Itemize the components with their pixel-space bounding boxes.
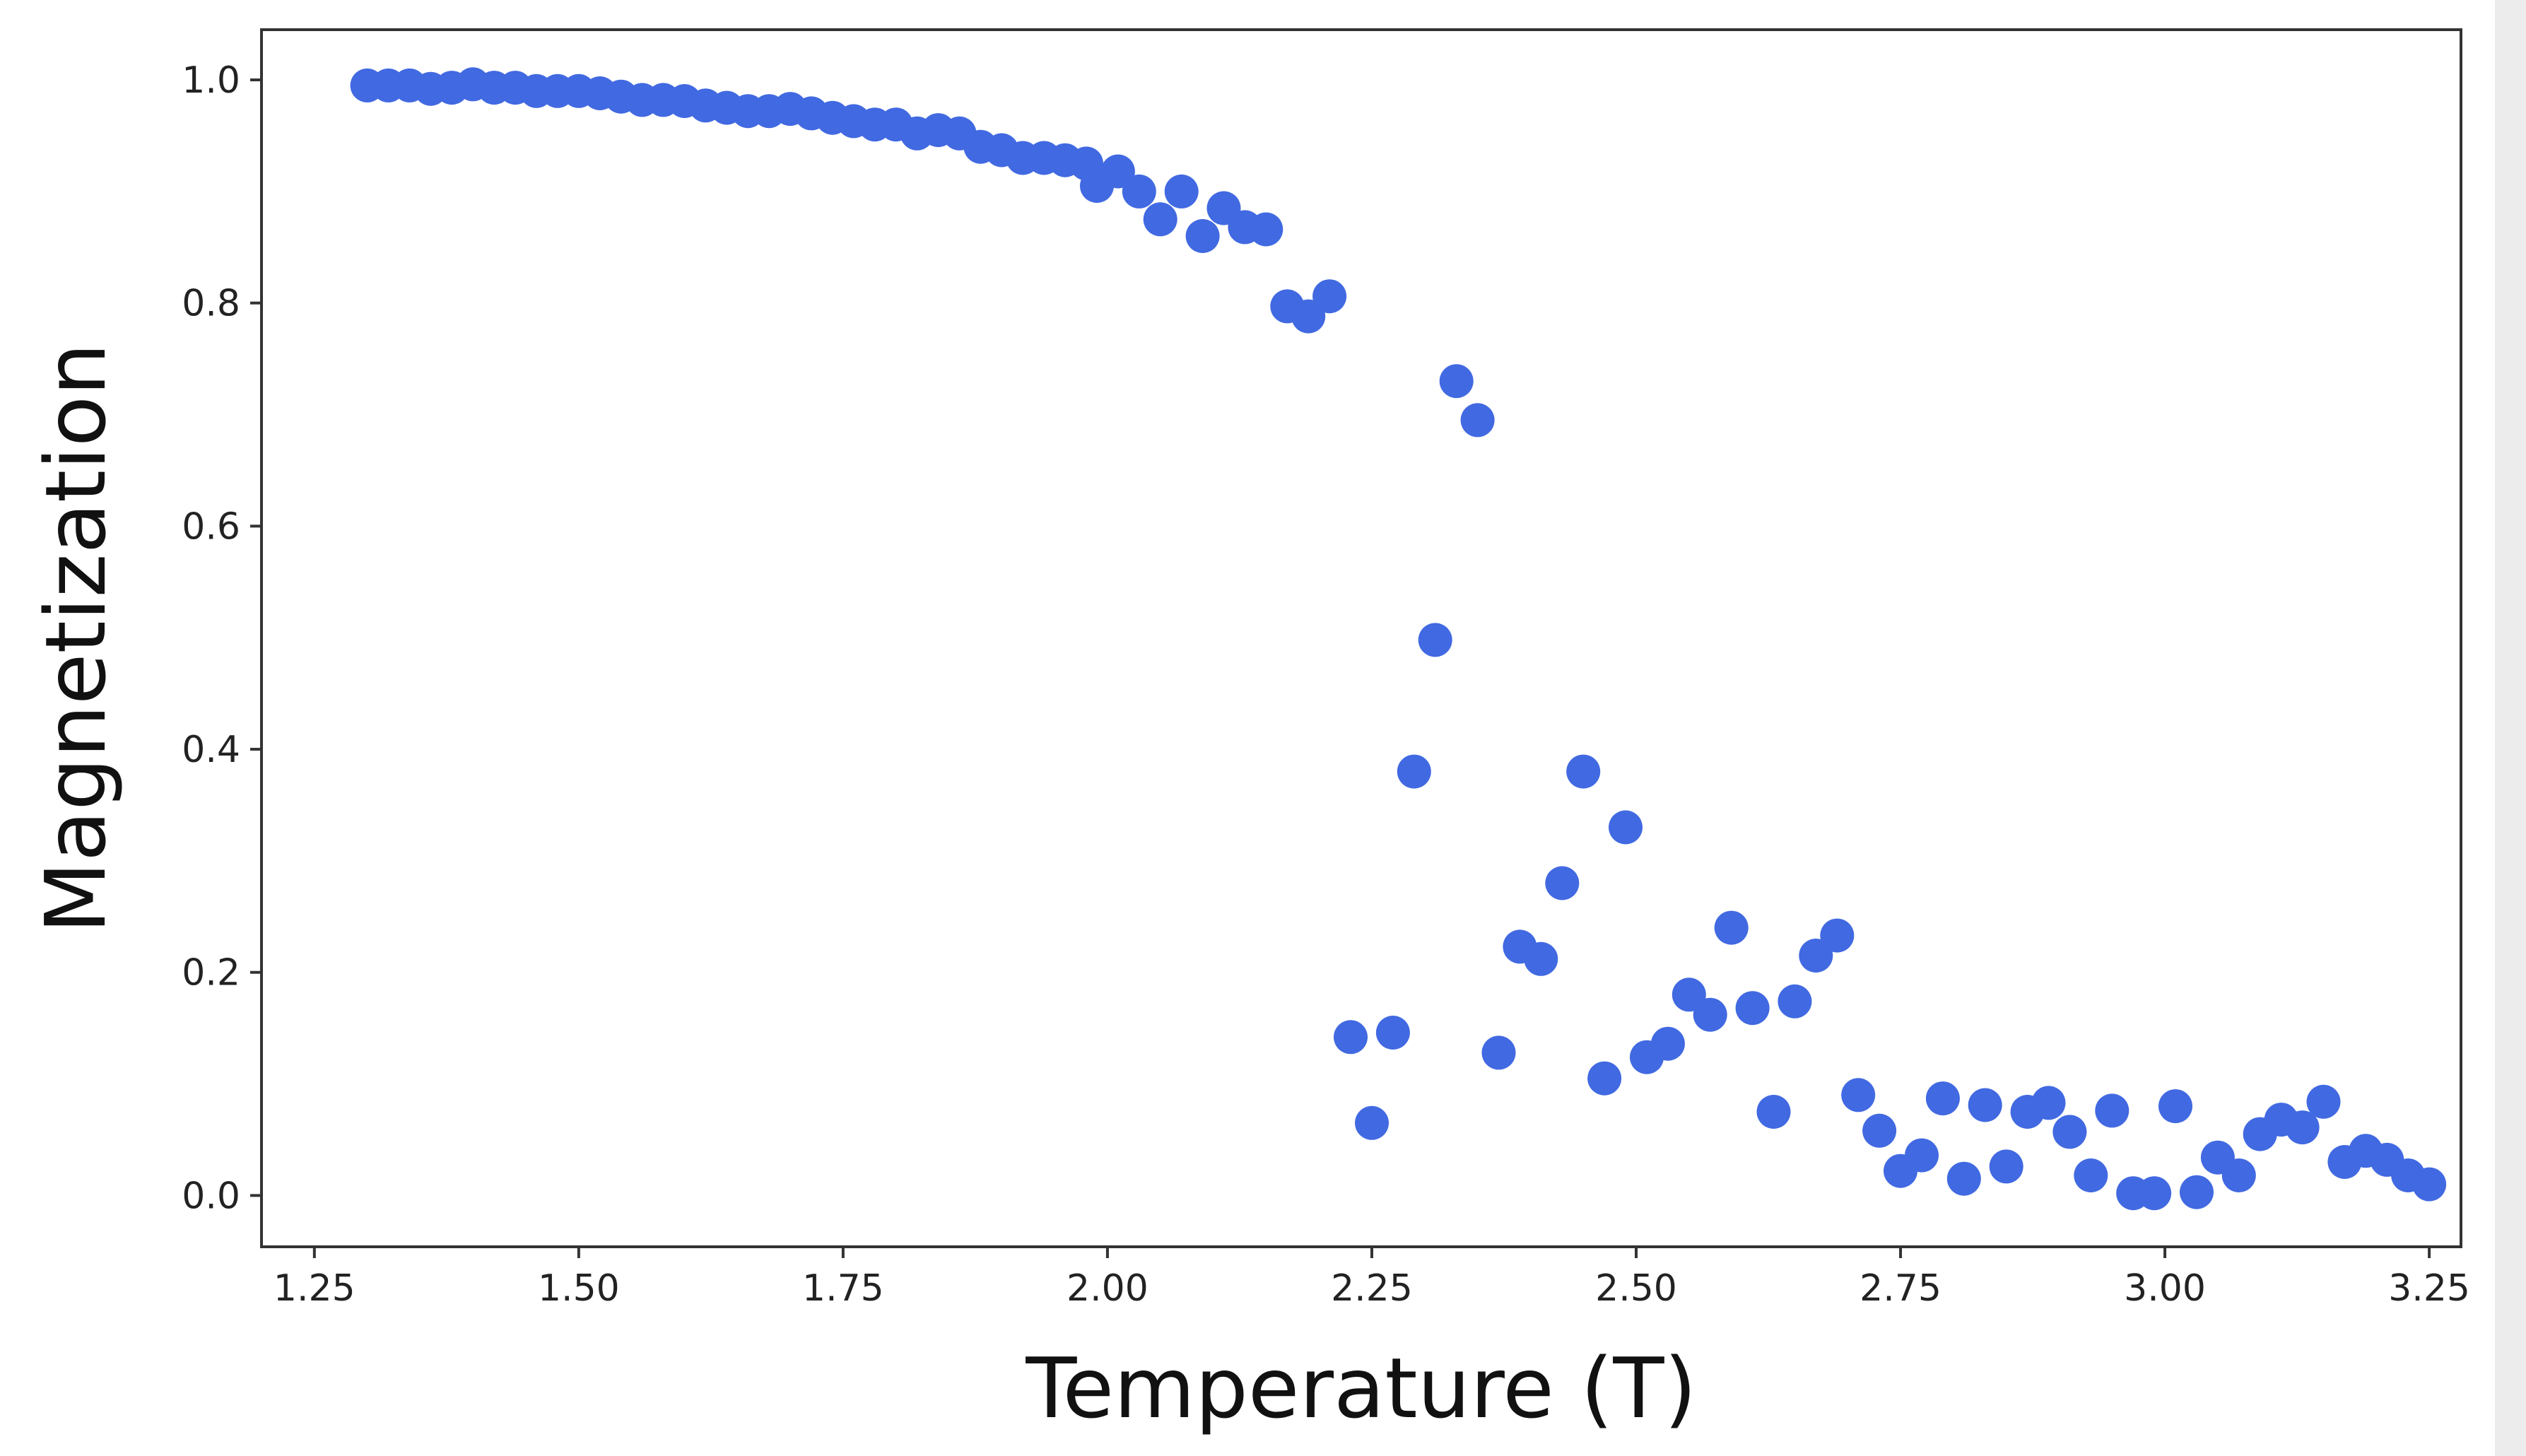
- data-point: [1397, 754, 1431, 789]
- data-point: [2074, 1158, 2108, 1192]
- data-point: [1122, 174, 1156, 209]
- data-point: [1672, 977, 1706, 1012]
- data-point: [2306, 1084, 2341, 1119]
- data-point: [1650, 1026, 1685, 1061]
- x-tick-label: 1.50: [538, 1267, 620, 1310]
- plot-frame: [260, 28, 2462, 1248]
- y-tick-label: 0.2: [182, 952, 240, 994]
- x-axis-title: Temperature (T): [1025, 1339, 1696, 1437]
- x-tick-label: 2.75: [1860, 1267, 1942, 1310]
- y-axis: 0.0 0.2 0.4 0.6 0.8 1.0: [182, 59, 262, 1217]
- data-point: [2095, 1093, 2130, 1128]
- y-tick-label: 0.8: [182, 283, 240, 325]
- right-edge-strip: [2495, 0, 2526, 1456]
- data-point: [1375, 1016, 1410, 1050]
- data-point: [2031, 1086, 2066, 1120]
- y-tick-label: 1.0: [182, 59, 240, 102]
- data-point: [1799, 939, 1833, 973]
- x-tick-label: 2.50: [1595, 1267, 1677, 1310]
- x-tick-label: 2.00: [1067, 1267, 1149, 1310]
- data-point: [1989, 1149, 2023, 1184]
- data-point: [1481, 1035, 1516, 1070]
- data-point: [1249, 212, 1283, 247]
- data-points: [350, 67, 2447, 1211]
- y-tick-label: 0.0: [182, 1175, 240, 1217]
- data-point: [1164, 174, 1199, 209]
- data-point: [1925, 1081, 1960, 1116]
- data-point: [1439, 364, 1474, 399]
- data-point: [1418, 623, 1452, 657]
- data-point: [1312, 279, 1347, 314]
- data-point: [1609, 810, 1643, 845]
- data-point: [1587, 1061, 1622, 1096]
- data-point: [1820, 918, 1855, 953]
- data-point: [1946, 1161, 1981, 1196]
- data-point: [1185, 219, 1220, 253]
- data-point: [2158, 1089, 2192, 1124]
- x-tick-label: 3.25: [2388, 1267, 2470, 1310]
- data-point: [2412, 1167, 2447, 1202]
- data-point: [2180, 1175, 2214, 1209]
- data-point: [1968, 1088, 2002, 1122]
- x-axis: 1.25 1.50 1.75 2.00 2.25 2.50 2.75 3.00 3.25: [274, 1247, 2470, 1310]
- data-point: [2285, 1110, 2320, 1145]
- data-point: [1524, 941, 1558, 976]
- y-tick-label: 0.4: [182, 729, 240, 771]
- data-point: [1862, 1113, 1897, 1148]
- data-point: [1545, 866, 1580, 900]
- data-point: [1841, 1078, 1876, 1112]
- data-point: [1100, 154, 1135, 189]
- data-point: [1756, 1095, 1791, 1129]
- data-point: [1778, 984, 1812, 1018]
- data-point: [1291, 299, 1326, 334]
- data-point: [2221, 1158, 2256, 1192]
- y-tick-label: 0.6: [182, 505, 240, 548]
- data-point: [1460, 403, 1495, 438]
- x-tick-label: 3.00: [2124, 1267, 2206, 1310]
- data-point: [1693, 997, 1727, 1032]
- data-point: [2052, 1115, 2087, 1149]
- x-tick-label: 2.25: [1331, 1267, 1413, 1310]
- data-point: [1714, 910, 1749, 945]
- x-tick-label: 1.25: [274, 1267, 356, 1310]
- data-point: [1735, 991, 1770, 1026]
- x-tick-label: 1.75: [802, 1267, 884, 1310]
- data-point: [2137, 1176, 2172, 1211]
- data-point: [1355, 1105, 1389, 1140]
- data-point: [1334, 1020, 1368, 1055]
- data-point: [1143, 202, 1177, 237]
- y-axis-title: Magnetization: [27, 343, 124, 934]
- data-point: [1905, 1138, 1939, 1173]
- data-point: [1566, 754, 1601, 789]
